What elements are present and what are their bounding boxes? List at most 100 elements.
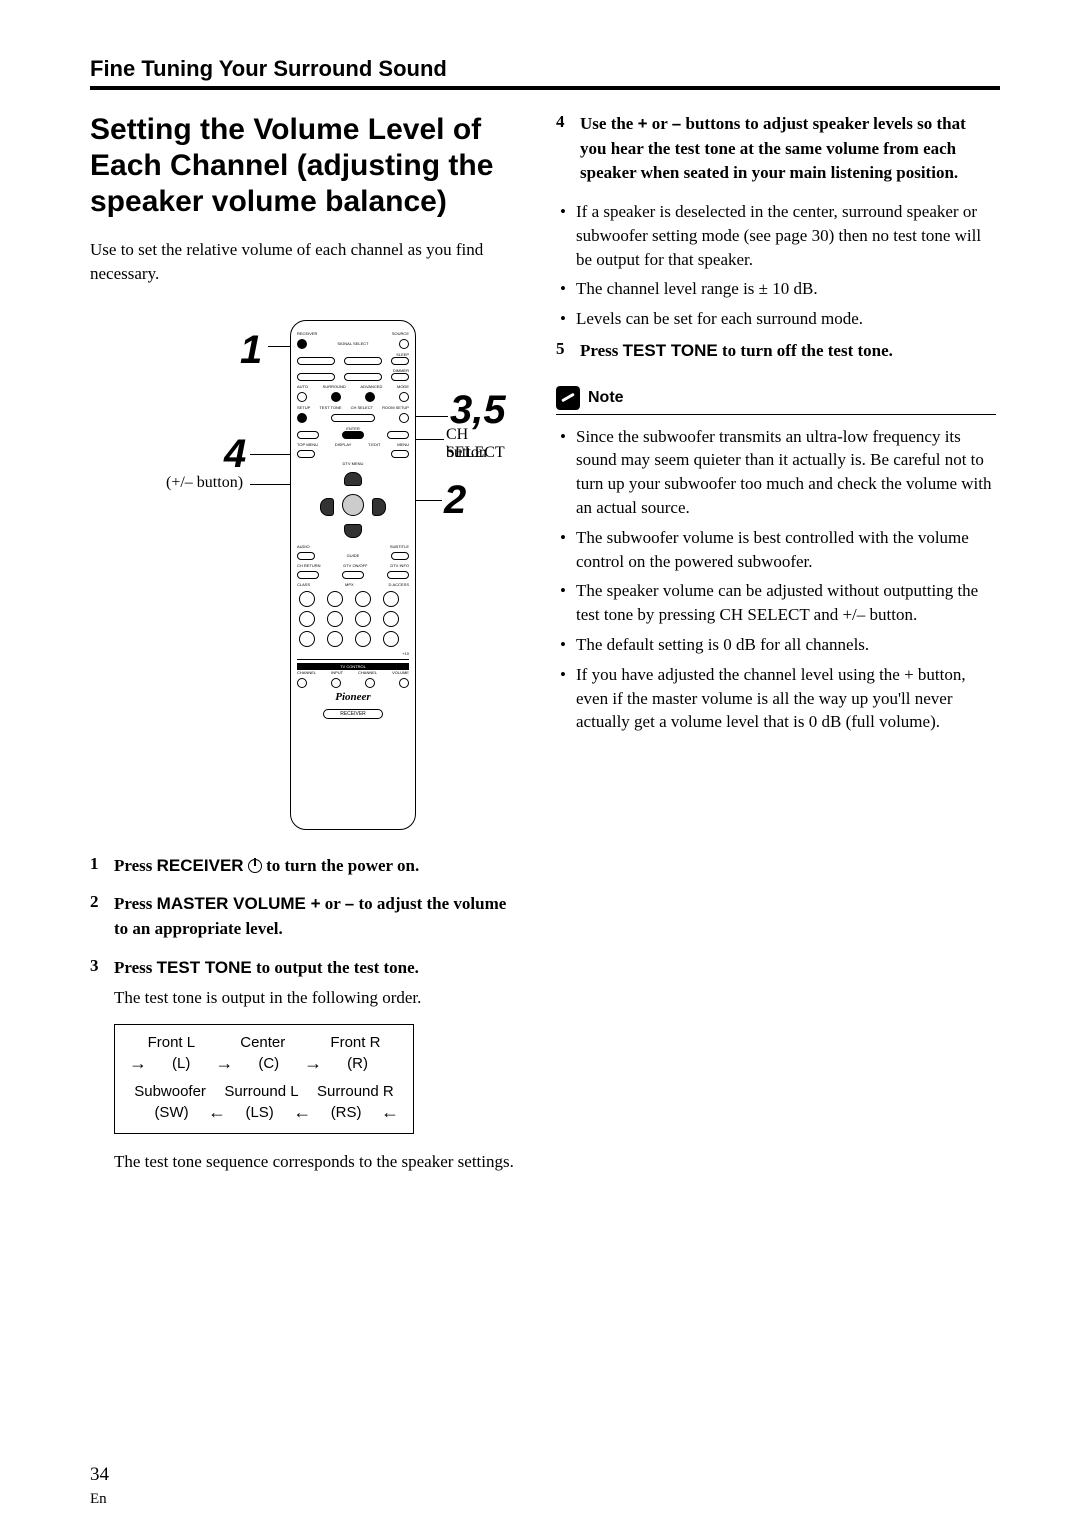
remote-label: T.EDIT	[368, 442, 380, 447]
page-language: En	[90, 1491, 107, 1508]
list-item: The speaker volume can be adjusted witho…	[556, 579, 996, 627]
step-number: 4	[556, 112, 580, 186]
remote-label: DTV MENU	[297, 461, 409, 466]
diagram-label: Front L	[148, 1033, 196, 1053]
arrow-left-icon: ←	[293, 1101, 311, 1124]
text: to turn the power on.	[262, 856, 419, 875]
remote-label: ADVANCED	[360, 384, 382, 389]
step-text: Press TEST TONE to output the test tone.	[114, 956, 419, 981]
remote-label: DTV ON/OFF	[343, 563, 367, 568]
callout-1: 1	[240, 328, 262, 373]
bullet-list-1: If a speaker is deselected in the center…	[556, 200, 996, 331]
remote-button	[399, 413, 409, 423]
remote-label: D.ACCESS	[389, 582, 409, 587]
remote-button	[297, 357, 335, 365]
remote-label: MODE	[397, 384, 409, 389]
remote-label: CHANNEL	[297, 670, 316, 675]
remote-button	[297, 678, 307, 688]
remote-button	[297, 373, 335, 381]
remote-button	[331, 392, 341, 402]
text: Press	[114, 894, 157, 913]
text: +	[638, 114, 648, 133]
text: –	[345, 894, 354, 913]
text: RECEIVER	[157, 856, 244, 875]
text: Press	[114, 856, 157, 875]
step-3-follow: The test tone is output in the following…	[114, 986, 520, 1010]
content-columns: Setting the Volume Level of Each Channel…	[90, 112, 1000, 1188]
remote-button	[391, 552, 409, 560]
remote-button	[342, 431, 364, 439]
diagram-code: (L)	[172, 1054, 190, 1074]
remote-diagram: 1 3,5 CH SELECT button 4 (+/– button) 2 …	[90, 314, 520, 854]
step-1: 1 Press RECEIVER to turn the power on.	[90, 854, 520, 879]
step-text: Press TEST TONE to turn off the test ton…	[580, 339, 893, 364]
list-item: The subwoofer volume is best controlled …	[556, 526, 996, 574]
diagram-code: (RS)	[331, 1103, 362, 1123]
list-item: Levels can be set for each surround mode…	[556, 307, 996, 331]
remote-label: SETUP	[297, 405, 310, 410]
remote-label: DISPLAY	[335, 442, 352, 447]
remote-button	[297, 450, 315, 458]
diagram-code: (LS)	[245, 1103, 273, 1123]
remote-label: CH SELECT	[351, 405, 373, 410]
step-number: 2	[90, 892, 114, 941]
remote-label: GUIDE	[347, 553, 360, 558]
remote-label: CH RETURN	[297, 563, 321, 568]
remote-button	[297, 413, 307, 423]
remote-label: DTV INFO	[390, 563, 409, 568]
remote-label: ROOM SETUP	[382, 405, 409, 410]
step-text: Press RECEIVER to turn the power on.	[114, 854, 419, 879]
remote-label: AUDIO	[297, 544, 310, 549]
diagram-label: Subwoofer	[134, 1082, 206, 1102]
arrow-left-icon: ←	[381, 1101, 399, 1124]
remote-button	[391, 450, 409, 458]
remote-button	[297, 392, 307, 402]
step-number: 3	[90, 956, 114, 981]
remote-label: SOURCE	[392, 331, 409, 336]
step-4: 4 Use the + or – buttons to adjust speak…	[556, 112, 996, 186]
page-header: Fine Tuning Your Surround Sound	[90, 56, 1000, 90]
callout-2: 2	[444, 478, 466, 523]
intro-text: Use to set the relative volume of each c…	[90, 238, 520, 286]
remote-label: +10	[297, 651, 409, 656]
callout-plusminus: (+/– button)	[166, 474, 243, 492]
remote-button	[331, 414, 375, 422]
dpad	[318, 470, 388, 540]
note-bullet-list: Since the subwoofer transmits an ultra-l…	[556, 425, 996, 735]
arrow-left-icon: ←	[208, 1101, 226, 1124]
list-item: If a speaker is deselected in the center…	[556, 200, 996, 271]
remote-button	[399, 339, 409, 349]
diagram-label: Surround L	[224, 1082, 298, 1102]
remote-body: RECEIVERSOURCE SIGNAL SELECT SLEEP DIMME…	[290, 320, 416, 830]
brand-label: Pioneer	[297, 691, 409, 703]
step-text: Press MASTER VOLUME + or – to adjust the…	[114, 892, 520, 941]
step-number: 1	[90, 854, 114, 879]
text: to output the test tone.	[252, 958, 419, 977]
header-title: Fine Tuning Your Surround Sound	[90, 56, 1000, 82]
pencil-icon	[556, 386, 580, 410]
left-column: Setting the Volume Level of Each Channel…	[90, 112, 520, 1188]
number-pad	[299, 591, 407, 647]
remote-button	[387, 571, 409, 579]
receiver-power-icon	[297, 339, 307, 349]
arrow-right-icon: →	[304, 1052, 322, 1075]
remote-label: SURROUND	[323, 384, 346, 389]
tone-sequence-diagram: Front L Center Front R → (L) → (C) → (R)…	[114, 1024, 414, 1134]
text: MASTER VOLUME +	[157, 894, 321, 913]
diagram-code: (C)	[258, 1054, 279, 1074]
step-2: 2 Press MASTER VOLUME + or – to adjust t…	[90, 892, 520, 941]
diagram-label: Front R	[330, 1033, 380, 1053]
callout-4: 4	[224, 432, 246, 477]
note-label: Note	[588, 389, 624, 407]
diagram-code: (R)	[347, 1054, 368, 1074]
remote-label: CLASS	[297, 582, 310, 587]
remote-label: SUBTITLE	[390, 544, 409, 549]
right-column: 4 Use the + or – buttons to adjust speak…	[556, 112, 996, 1188]
list-item: If you have adjusted the channel level u…	[556, 663, 996, 734]
power-icon	[248, 859, 262, 873]
diagram-code: (SW)	[154, 1103, 188, 1123]
remote-button	[391, 357, 409, 365]
text: TEST TONE	[623, 341, 718, 360]
text: TEST TONE	[157, 958, 252, 977]
step-5: 5 Press TEST TONE to turn off the test t…	[556, 339, 996, 364]
